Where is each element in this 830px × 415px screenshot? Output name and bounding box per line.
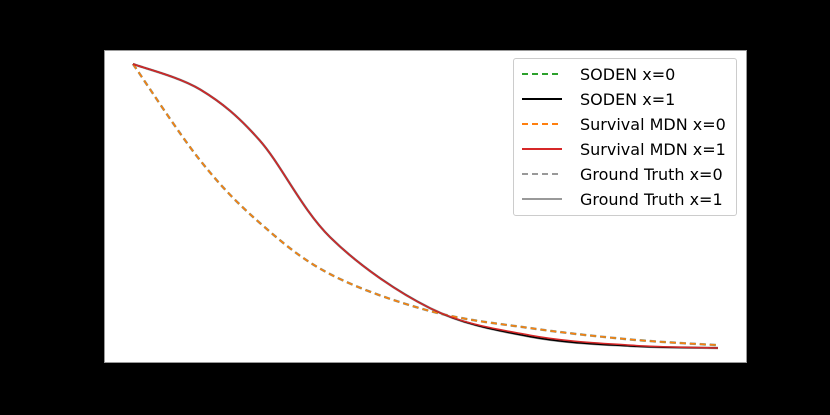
legend-swatch-dashed-orange-icon: [522, 123, 562, 125]
legend-swatch-solid-black-icon: [522, 98, 562, 100]
legend-label: SODEN x=0: [580, 64, 676, 84]
legend-item-soden-x1: SODEN x=1: [522, 87, 675, 111]
legend-swatch-dashed-green-icon: [522, 73, 562, 75]
curve-survival-mdn-x-1: [132, 63, 719, 349]
legend-label: Survival MDN x=0: [580, 114, 726, 134]
legend-label: SODEN x=1: [580, 89, 676, 109]
legend-label: Survival MDN x=1: [580, 139, 726, 159]
legend-swatch-solid-gray-icon: [522, 198, 562, 200]
curve-survival-mdn-x-0: [132, 63, 719, 346]
legend-swatch-dashed-gray-icon: [522, 173, 562, 175]
legend-label: Ground Truth x=0: [580, 164, 723, 184]
legend: SODEN x=0 SODEN x=1 Survival MDN x=0 Sur…: [513, 58, 737, 216]
legend-item-truth-x0: Ground Truth x=0: [522, 162, 723, 186]
legend-swatch-solid-red-icon: [522, 148, 562, 150]
legend-label: Ground Truth x=1: [580, 189, 723, 209]
legend-item-truth-x1: Ground Truth x=1: [522, 187, 723, 211]
legend-item-mdn-x1: Survival MDN x=1: [522, 137, 726, 161]
legend-item-soden-x0: SODEN x=0: [522, 62, 675, 86]
legend-item-mdn-x0: Survival MDN x=0: [522, 112, 726, 136]
curve-layer: [131, 62, 719, 350]
